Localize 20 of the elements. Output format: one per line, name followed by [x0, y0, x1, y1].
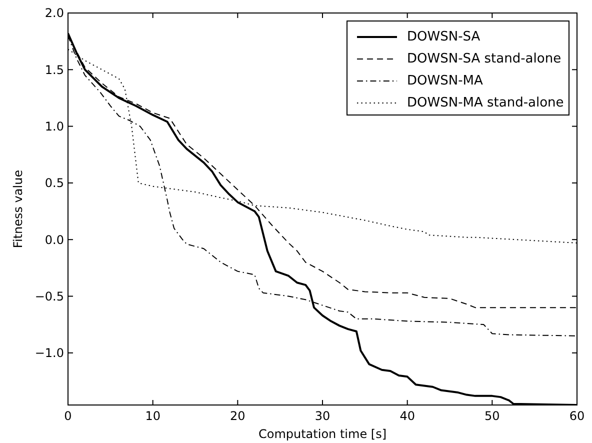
x-tick-label: 60 — [569, 409, 585, 423]
x-tick-label: 40 — [400, 409, 415, 423]
legend-label: DOWSN-MA stand-alone — [407, 96, 564, 111]
y-axis-title: Fitness value — [11, 170, 25, 248]
y-tick-label: −0.5 — [34, 289, 64, 304]
legend-label: DOWSN-SA stand-alone — [407, 52, 562, 67]
y-tick-label: 1.5 — [44, 62, 64, 77]
y-tick-label: 0.5 — [44, 176, 64, 190]
legend-label: DOWSN-MA — [407, 74, 483, 89]
y-tick-label: −1.0 — [34, 346, 64, 360]
y-tick-label: 0.0 — [44, 232, 64, 247]
legend-label: DOWSN-SA — [407, 30, 480, 45]
x-tick-label: 0 — [64, 409, 72, 423]
x-tick-label: 10 — [145, 409, 160, 423]
x-tick-label: 30 — [314, 409, 330, 423]
x-tick-label: 50 — [484, 409, 500, 423]
y-tick-label: 1.0 — [44, 119, 64, 134]
x-axis-title: Computation time [s] — [258, 427, 387, 441]
y-tick-label: 2.0 — [44, 6, 64, 20]
x-tick-label: 20 — [230, 409, 246, 423]
